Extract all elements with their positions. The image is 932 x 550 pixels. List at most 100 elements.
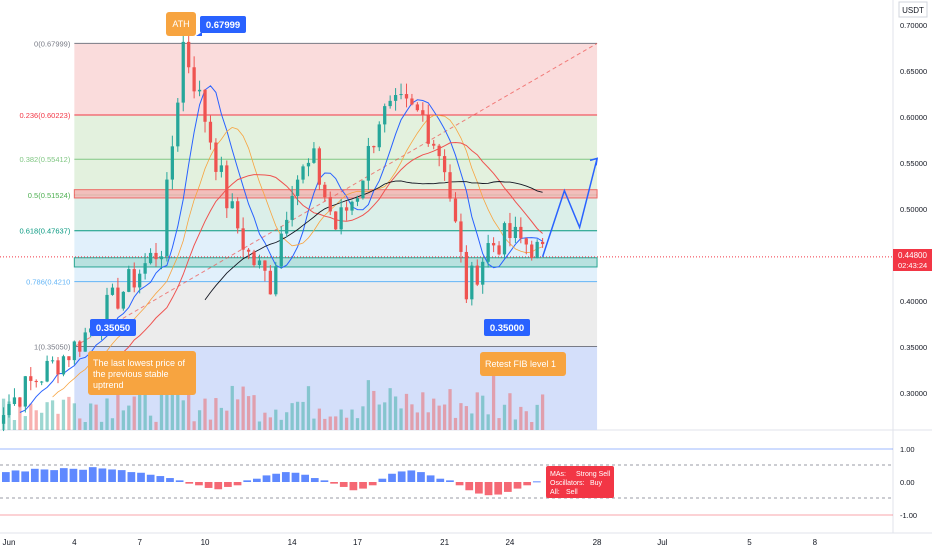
ath-value: 0.67999 [206,20,240,31]
volume-bar [110,418,115,430]
volume-bar [497,418,501,430]
rating-bar [117,470,126,482]
volume-bar [187,387,191,430]
projection-path[interactable] [541,158,598,258]
volume-bar [279,419,283,430]
candle-body [154,252,158,260]
volume-bar [257,421,262,430]
candle-body [230,201,234,209]
rating-bar [243,480,252,482]
volume-bar [366,380,371,430]
volume-bar [263,412,267,430]
time-tick-label: 14 [288,538,297,547]
candle-body [132,269,136,288]
volume-bar [230,385,234,430]
time-tick-label: 24 [505,538,514,547]
rating-bar [88,467,97,482]
volume-bar [426,412,430,430]
volume-bar [486,414,490,430]
candle-body [246,249,251,252]
technical-ratings-pane [0,448,893,516]
volume-bar [50,400,55,430]
rating-bar [137,472,145,482]
candle-body [513,226,518,239]
candle-body [421,110,425,116]
rating-bar [301,474,309,482]
currency-label: USDT [902,6,924,15]
rating-bar [475,482,483,494]
candle-body [219,165,223,172]
volume-bar [170,389,174,430]
rating-bar [98,468,107,482]
volume-bar [301,401,305,430]
moving-average-line [52,115,543,398]
left-note-line-2: the previous stable [93,369,169,379]
rating-bar [494,482,503,495]
volume-bar [12,420,17,430]
candle-body [519,226,523,239]
volume-bar [203,398,207,430]
left-note-callout[interactable] [88,351,196,395]
volume-bar [83,421,87,430]
bar-countdown: 02:43:24 [898,261,927,270]
right-note-callout[interactable] [480,352,566,376]
candle-body [535,241,539,258]
candle-body [486,243,490,262]
candle-body [312,148,316,163]
candle-body [524,238,528,245]
oscillators-label: Oscillators: [550,480,585,487]
candle-body [138,273,142,288]
volume-bar [105,398,109,430]
price-tick-label: 0.55000 [900,159,927,168]
candle-body [388,100,392,107]
ath-value-box[interactable] [200,16,246,33]
candle-body [159,256,164,260]
volume-bar [535,404,539,430]
rating-bar [310,478,319,482]
left-low-value-box[interactable] [90,319,136,336]
time-tick-label: 5 [747,538,752,547]
current-price-value: 0.44800 [898,251,927,260]
candle-body [268,270,272,295]
right-low-value-box[interactable] [484,319,530,336]
volume-bar [214,398,218,430]
candle-body [12,397,17,405]
candle-body [290,195,294,220]
resistance-box[interactable] [73,189,598,199]
rating-bar [513,482,522,489]
rating-bar [349,482,358,491]
volume-bar [78,418,82,430]
candle-body [540,241,545,245]
support-box[interactable] [73,257,598,268]
volume-bar [268,417,272,430]
candle-body [393,95,398,101]
rating-bar [204,482,213,488]
rating-bar [175,480,184,482]
volume-bar [404,393,409,430]
candle-body [442,156,447,173]
volume-bar [470,413,474,430]
price-projection[interactable] [541,157,598,258]
candle-body [339,207,343,230]
volume-bar [393,396,398,430]
ath-pointer [196,32,202,36]
volume-bar [72,403,76,430]
ath-callout[interactable] [166,12,196,36]
candle-body [181,41,185,103]
candle-body [285,219,289,234]
rating-bar [108,469,116,482]
volume-bar [236,399,240,430]
time-tick-label: Jul [657,538,667,547]
moving-average-line [95,141,543,379]
candle-body [7,404,11,416]
candle-body [72,341,76,361]
candle-body [279,233,283,267]
rating-bar [79,469,87,482]
rating-bar [330,482,338,484]
rating-tick-label: 0.00 [900,478,915,487]
candle-body [241,228,245,250]
candle-body [502,223,507,255]
price-tick-label: 0.65000 [900,67,927,76]
candle-body [236,201,240,229]
